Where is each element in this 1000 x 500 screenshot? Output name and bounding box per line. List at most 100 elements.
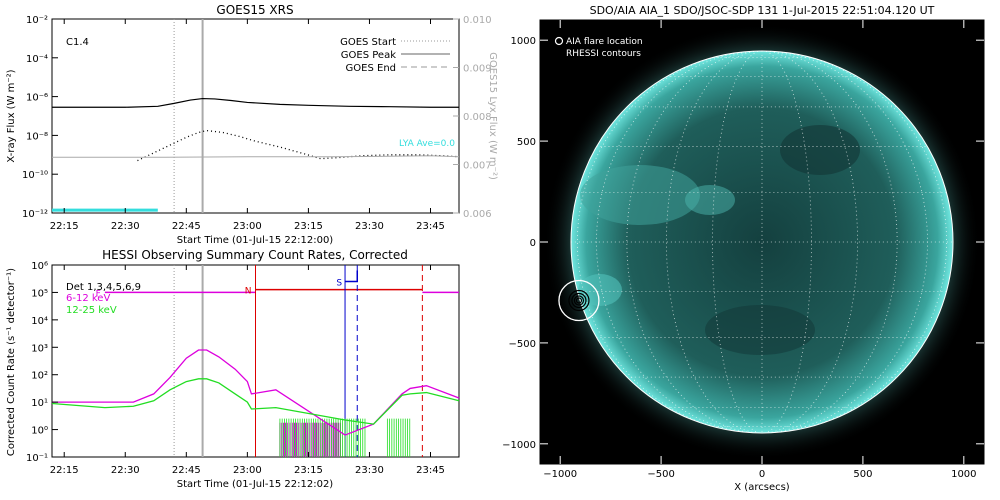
aia-ytick-label: 0 — [530, 238, 536, 249]
rhessi-contour — [568, 289, 590, 312]
goes-ytick-label: 10⁻² — [26, 15, 48, 26]
goes-ytick-label: 10⁻¹² — [22, 209, 48, 220]
hessi-series-1 — [51, 378, 460, 425]
goes-ytick-label: 10⁻¹⁰ — [22, 170, 48, 181]
legend-rhessi-contours: RHESSI contours — [566, 49, 641, 59]
goes-marks — [52, 19, 460, 213]
legend-6-12kev: 6-12 keV — [66, 293, 110, 304]
hessi-xtick-label: 23:45 — [416, 465, 445, 476]
legend-goes-start: GOES Start — [340, 37, 396, 48]
goes-y2label: GOES15 Lyx Flux (W m⁻²) — [487, 52, 498, 180]
hessi-series-0 — [52, 349, 460, 436]
hessi-ytick-label: 10⁴ — [31, 316, 48, 327]
hessi-ytick-label: 10⁰ — [31, 426, 48, 437]
aia-xtick-label: 500 — [853, 469, 872, 480]
grid-longitude — [761, 51, 947, 433]
goes-lya-label: LYA Ave=0.0 — [399, 139, 455, 149]
grid-longitude — [626, 51, 763, 433]
goes-ytick-label: 10⁻⁸ — [26, 131, 48, 142]
goes-xtick-label: 22:15 — [50, 221, 79, 232]
grid-longitude — [596, 51, 763, 433]
saa-flag-label: S — [336, 278, 342, 288]
hessi-xtick-label: 22:45 — [172, 465, 201, 476]
goes-y2tick-label: 0.007 — [463, 161, 492, 172]
goes-ytick-label: 10⁻⁴ — [26, 54, 48, 65]
goes-xtick-label: 23:15 — [294, 221, 323, 232]
night-flag-label: N — [245, 287, 252, 297]
aia-ytick-label: −1000 — [502, 440, 536, 451]
rhessi-contour — [575, 297, 583, 304]
goes-xtick-label: 22:45 — [172, 221, 201, 232]
aia-xtick-label: 1000 — [951, 469, 976, 480]
hessi-chart: HESSI Observing Summary Count Rates, Cor… — [6, 248, 460, 490]
aia-title: SDO/AIA AIA_1 SDO/JSOC-SDP 131 1-Jul-201… — [590, 4, 935, 17]
goes-y2tick-label: 0.006 — [463, 209, 492, 220]
goes-chart: GOES15 XRS 22:15 22:30 22:45 23:00 23:15 23:3… — [6, 3, 498, 246]
aia-xtick-label: −1000 — [543, 469, 577, 480]
legend-goes-peak: GOES Peak — [341, 50, 396, 61]
goes-class-label: C1.4 — [66, 37, 89, 48]
legend-goes-end: GOES End — [346, 63, 396, 74]
hessi-xtick-label: 22:30 — [111, 465, 140, 476]
legend-flare-location: AIA flare location — [566, 37, 643, 47]
hessi-ytick-label: 10⁵ — [31, 288, 48, 299]
goes-ylabel: X-ray Flux (W m⁻²) — [6, 69, 17, 162]
hessi-xtick-label: 23:00 — [233, 465, 262, 476]
grid-longitude — [761, 51, 898, 433]
goes-title: GOES15 XRS — [216, 3, 293, 17]
active-region-center — [685, 185, 735, 215]
flare-markers — [558, 279, 600, 322]
goes-ytick-label: 10⁻⁶ — [26, 93, 48, 104]
hessi-ytick-label: 10⁻¹ — [26, 453, 48, 464]
coronal-hole-south — [705, 305, 815, 355]
grid-longitude — [577, 51, 763, 433]
hessi-xtick-label: 23:15 — [294, 465, 323, 476]
hessi-marks: F N S — [51, 265, 460, 457]
goes-series-1 — [137, 129, 460, 162]
goes-series-0 — [52, 97, 459, 108]
hessi-xlabel: Start Time (01-Jul-15 22:12:02) — [177, 479, 334, 490]
saa-flag-bar — [345, 270, 358, 283]
goes-xtick-label: 23:45 — [416, 221, 445, 232]
aia-xtick-label: 0 — [759, 469, 765, 480]
goes-y2tick-label: 0.009 — [463, 64, 492, 75]
hessi-ytick-label: 10³ — [31, 343, 48, 354]
goes-y2tick-label: 0.008 — [463, 112, 492, 123]
goes-y2tick-label: 0.010 — [463, 15, 492, 26]
hessi-ylabel: Corrected Count Rate (s⁻¹ detector⁻¹) — [6, 268, 17, 456]
aia-ytick-label: −500 — [509, 339, 536, 350]
attenuator-hatch — [279, 418, 411, 457]
hessi-ytick-label: 10⁶ — [31, 261, 48, 272]
aia-xtick-label: −500 — [647, 469, 674, 480]
heliographic-grid — [571, 51, 953, 433]
legend-flare-location-marker — [554, 36, 564, 46]
goes-series-2 — [52, 155, 460, 158]
aia-xlabel: X (arcsecs) — [734, 482, 790, 493]
flare-location-circle — [558, 279, 600, 322]
aia-map: SDO/AIA AIA_1 SDO/JSOC-SDP 131 1-Jul-201… — [502, 4, 985, 493]
goes-xlabel: Start Time (01-Jul-15 22:12:00) — [177, 235, 334, 246]
hessi-axes: 22:15 22:30 22:45 23:00 23:15 23:30 23:45 10⁶ 10… — [26, 261, 445, 476]
goes-xtick-label: 23:00 — [233, 221, 262, 232]
aia-ytick-label: 1000 — [511, 36, 536, 47]
hessi-xtick-label: 22:15 — [50, 465, 79, 476]
flare-flag-label: F — [96, 289, 101, 299]
grid-longitude — [761, 51, 928, 433]
active-region-flare — [578, 274, 622, 306]
sun-limb — [570, 50, 954, 434]
legend-12-25kev: 12-25 keV — [66, 305, 117, 316]
goes-axes: 22:15 22:30 22:45 23:00 23:15 23:30 23:45 10⁻² 1… — [22, 15, 492, 232]
goes-plot-frame — [51, 18, 460, 214]
hessi-xtick-label: 23:30 — [355, 465, 384, 476]
rhessi-contour — [571, 292, 587, 309]
active-region-east — [580, 165, 700, 225]
goes-xtick-label: 22:30 — [111, 221, 140, 232]
coronal-hole-north — [780, 125, 860, 175]
goes-legend: GOES Start GOES Peak GOES End — [340, 37, 450, 74]
aia-ytick-label: 500 — [517, 137, 536, 148]
hessi-ytick-label: 10¹ — [31, 398, 48, 409]
aia-legend: AIA flare location RHESSI contours — [554, 36, 643, 59]
goes-xtick-label: 23:30 — [355, 221, 384, 232]
aia-axes: −1000 −500 0 500 1000 1000 500 0 −500 −1000 — [502, 20, 984, 480]
